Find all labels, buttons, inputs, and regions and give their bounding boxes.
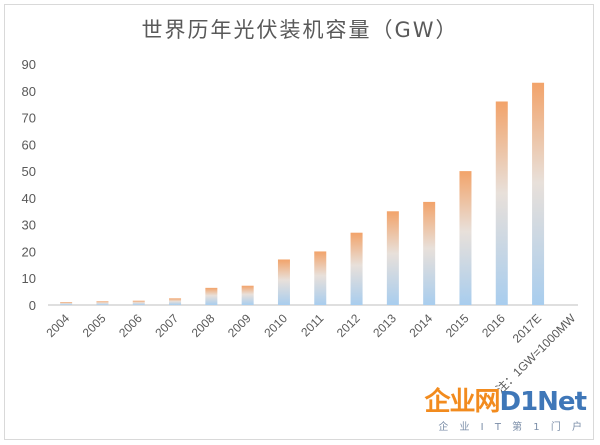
bar-2009 <box>242 286 254 305</box>
y-tick-label: 30 <box>22 218 36 233</box>
bar-2016 <box>496 101 508 305</box>
x-tick-label: 2009 <box>225 311 254 340</box>
bar-2010 <box>278 259 290 305</box>
bar-2008 <box>205 288 217 305</box>
y-tick-label: 0 <box>29 298 36 313</box>
y-tick-label: 20 <box>22 244 36 259</box>
bars-group <box>60 83 544 305</box>
bar-2007 <box>169 298 181 305</box>
watermark-logo-en: D1Net <box>500 387 587 417</box>
watermark-logo-cn: 企业网 <box>424 387 499 417</box>
bar-2012 <box>351 233 363 305</box>
bar-2011 <box>314 251 326 305</box>
x-tick-label: 2005 <box>80 311 109 340</box>
x-tick-label: 2014 <box>407 311 436 340</box>
x-tick-label: 2011 <box>298 311 326 339</box>
x-tick-label: 2013 <box>370 311 399 340</box>
y-tick-label: 60 <box>22 137 36 152</box>
bar-2015 <box>459 171 471 305</box>
bar-2013 <box>387 211 399 305</box>
x-tick-label: 2007 <box>152 311 181 340</box>
x-tick-label: 2004 <box>43 311 72 340</box>
y-tick-label: 80 <box>22 84 36 99</box>
y-tick-label: 50 <box>22 164 36 179</box>
x-tick-label: 2006 <box>116 311 145 340</box>
y-tick-label: 40 <box>22 191 36 206</box>
watermark-subtitle: 企 业 I T 第 1 门 户 <box>424 418 586 433</box>
watermark-logo: 企业网D1Net <box>424 388 586 416</box>
x-tick-label: 2016 <box>479 311 508 340</box>
bar-2004 <box>60 302 72 305</box>
y-axis-ticks: 0 10 20 30 40 50 60 70 80 90 <box>22 57 36 313</box>
y-tick-label: 70 <box>22 111 36 126</box>
bar-2005 <box>96 301 108 305</box>
x-tick-label: 2010 <box>261 311 290 340</box>
watermark: 企业网D1Net 企 业 I T 第 1 门 户 <box>424 388 586 433</box>
bar-2006 <box>133 301 145 305</box>
bar-chart: 0 10 20 30 40 50 60 70 80 90 2004 2005 2006 2007 2008… <box>0 0 600 445</box>
bar-2014 <box>423 202 435 305</box>
x-tick-label: 2015 <box>443 311 472 340</box>
x-tick-label: 2012 <box>334 311 363 340</box>
x-axis-ticks: 2004 2005 2006 2007 2008 2009 2010 2011 2012 2013… <box>43 311 544 346</box>
y-tick-label: 90 <box>22 57 36 72</box>
x-tick-label: 2008 <box>189 311 218 340</box>
bar-2017E <box>532 83 544 305</box>
y-tick-label: 10 <box>22 271 36 286</box>
